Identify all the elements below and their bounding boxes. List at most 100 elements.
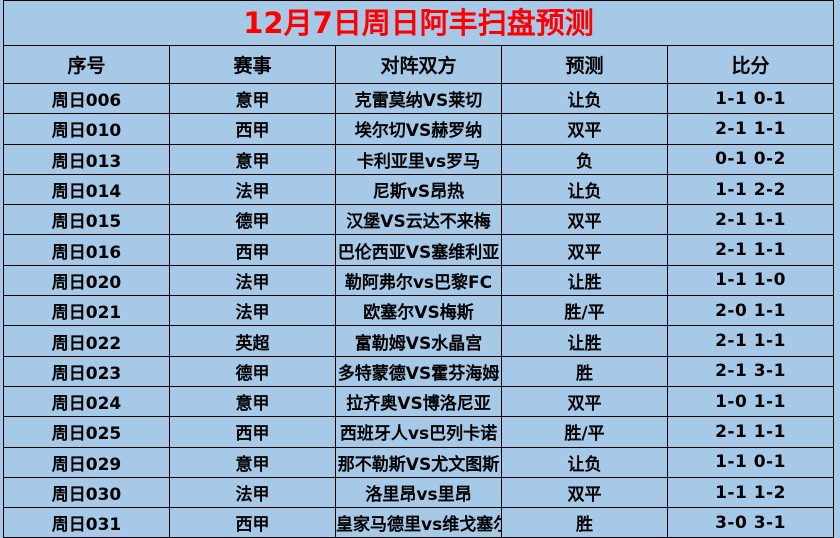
cell-league[interactable]: 意甲 — [169, 446, 336, 478]
cell-league[interactable]: 德甲 — [169, 204, 336, 236]
cell-score[interactable]: 2-1 1-1 — [667, 416, 834, 448]
cell-league[interactable]: 法甲 — [169, 295, 336, 327]
column-header-score[interactable]: 比分 — [667, 45, 834, 84]
cell-match[interactable]: 那不勒斯VS尤文图斯 — [335, 446, 502, 478]
table-row[interactable]: 周日010 西甲 埃尔切VS赫罗纳 双平 2-1 1-1 — [3, 113, 834, 145]
cell-match[interactable]: 富勒姆VS水晶宫 — [335, 325, 502, 357]
column-header-id[interactable]: 序号 — [3, 45, 170, 84]
page-title: 12月7日周日阿丰扫盘预测 — [243, 6, 594, 40]
cell-id[interactable]: 周日023 — [3, 355, 170, 387]
cell-prediction[interactable]: 让负 — [501, 446, 668, 478]
column-header-match[interactable]: 对阵双方 — [335, 45, 502, 84]
cell-league[interactable]: 西甲 — [169, 234, 336, 266]
cell-score[interactable]: 2-1 1-1 — [667, 234, 834, 266]
cell-prediction[interactable]: 让胜 — [501, 264, 668, 297]
cell-id[interactable]: 周日015 — [3, 204, 170, 236]
cell-score[interactable]: 2-1 1-1 — [667, 204, 834, 236]
table-row[interactable]: 周日031西甲皇家马德里vs维戈塞尔塔胜3-0 3-1 — [3, 507, 834, 538]
cell-score[interactable]: 2-1 1-1 — [667, 113, 834, 145]
cell-id[interactable]: 周日021 — [3, 295, 170, 327]
cell-league[interactable]: 法甲 — [169, 476, 336, 509]
table-row[interactable]: 周日021 法甲 欧塞尔VS梅斯 胜/平 2-0 1-1 — [3, 295, 834, 327]
cell-score[interactable]: 1-1 1-0 — [667, 264, 834, 297]
cell-prediction[interactable]: 让负 — [501, 173, 668, 206]
cell-score[interactable]: 2-1 3-1 — [667, 355, 834, 387]
cell-league[interactable]: 德甲 — [169, 355, 336, 387]
table-row[interactable]: 周日014 法甲 尼斯vS昂热 让负 1-1 2-2 — [3, 173, 834, 206]
cell-prediction[interactable]: 双平 — [501, 385, 668, 418]
cell-id[interactable]: 周日024 — [3, 385, 170, 418]
cell-id[interactable]: 周日030 — [3, 476, 170, 509]
table-row[interactable]: 周日030 法甲 洛里昂vs里昂 双平 1-1 1-2 — [3, 476, 834, 509]
cell-match[interactable]: 汉堡VS云达不来梅 — [335, 204, 502, 236]
table-row[interactable]: 周日025 西甲 西班牙人vs巴列卡诺 胜/平 2-1 1-1 — [3, 416, 834, 448]
column-header-league[interactable]: 赛事 — [169, 45, 336, 84]
cell-match[interactable]: 埃尔切VS赫罗纳 — [335, 113, 502, 145]
cell-prediction[interactable]: 双平 — [501, 113, 668, 145]
cell-prediction[interactable]: 双平 — [501, 234, 668, 266]
cell-id[interactable]: 周日020 — [3, 264, 170, 297]
cell-id[interactable]: 周日025 — [3, 416, 170, 448]
cell-prediction[interactable]: 胜/平 — [501, 295, 668, 327]
table-row[interactable]: 周日020 法甲 勒阿弗尔vs巴黎FC 让胜 1-1 1-0 — [3, 264, 834, 297]
cell-id[interactable]: 周日010 — [3, 113, 170, 145]
table-row[interactable]: 周日022 英超 富勒姆VS水晶宫 让胜 2-1 1-1 — [3, 325, 834, 357]
table-row[interactable]: 周日013 意甲 卡利亚里vs罗马负 0-1 0-2 — [3, 143, 834, 175]
cell-league[interactable]: 法甲 — [169, 173, 336, 206]
cell-league[interactable]: 西甲 — [169, 416, 336, 448]
cell-league[interactable]: 西甲 — [169, 507, 336, 538]
table-row[interactable]: 周日015 德甲 汉堡VS云达不来梅 双平 2-1 1-1 — [3, 204, 834, 236]
cell-league[interactable]: 法甲 — [169, 264, 336, 297]
title-cell: 12月7日周日阿丰扫盘预测 — [3, 0, 834, 46]
cell-id[interactable]: 周日031 — [3, 507, 170, 538]
cell-league[interactable]: 意甲 — [169, 82, 336, 115]
cell-match[interactable]: 勒阿弗尔vs巴黎FC — [335, 264, 502, 297]
cell-match[interactable]: 西班牙人vs巴列卡诺 — [335, 416, 502, 448]
table-row[interactable]: 周日023 德甲 多特蒙德VS霍芬海姆胜 2-1 3-1 — [3, 355, 834, 387]
cell-match[interactable]: 多特蒙德VS霍芬海姆 — [335, 355, 502, 387]
cell-league[interactable]: 英超 — [169, 325, 336, 357]
column-header-prediction[interactable]: 预测 — [501, 45, 668, 84]
cell-prediction[interactable]: 双平 — [501, 204, 668, 236]
cell-match[interactable]: 洛里昂vs里昂 — [335, 476, 502, 509]
table-row[interactable]: 周日029 意甲 那不勒斯VS尤文图斯 让负 1-1 0-1 — [3, 446, 834, 478]
cell-prediction[interactable]: 胜 — [501, 507, 668, 538]
cell-match[interactable]: 欧塞尔VS梅斯 — [335, 295, 502, 327]
cell-score[interactable]: 3-0 3-1 — [667, 507, 834, 538]
cell-prediction[interactable]: 负 — [501, 143, 668, 175]
cell-id[interactable]: 周日014 — [3, 173, 170, 206]
table-row[interactable]: 周日006 意甲 克雷莫纳VS莱切 让负 1-1 0-1 — [3, 82, 834, 115]
cell-id[interactable]: 周日016 — [3, 234, 170, 266]
cell-id[interactable]: 周日013 — [3, 143, 170, 175]
cell-match[interactable]: 皇家马德里vs维戈塞尔塔 — [335, 507, 502, 538]
cell-id[interactable]: 周日006 — [3, 82, 170, 115]
cell-match[interactable]: 卡利亚里vs罗马 — [335, 143, 502, 175]
cell-score[interactable]: 1-1 1-2 — [667, 476, 834, 509]
cell-prediction[interactable]: 让负 — [501, 82, 668, 115]
cell-score[interactable]: 1-1 0-1 — [667, 446, 834, 478]
cell-match[interactable]: 巴伦西亚VS塞维利亚 — [335, 234, 502, 266]
cell-id[interactable]: 周日022 — [3, 325, 170, 357]
cell-league[interactable]: 西甲 — [169, 113, 336, 145]
table-body: 12月7日周日阿丰扫盘预测 序号 赛事 对阵双方 预测 比分 周日006 意甲 克雷… — [3, 0, 834, 538]
cell-match[interactable]: 尼斯vS昂热 — [335, 173, 502, 206]
cell-score[interactable]: 2-0 1-1 — [667, 295, 834, 327]
cell-match[interactable]: 克雷莫纳VS莱切 — [335, 82, 502, 115]
table-row[interactable]: 周日024 意甲 拉齐奥VS博洛尼亚 双平 1-0 1-1 — [3, 385, 834, 418]
cell-prediction[interactable]: 双平 — [501, 476, 668, 509]
cell-league[interactable]: 意甲 — [169, 385, 336, 418]
cell-match[interactable]: 拉齐奥VS博洛尼亚 — [335, 385, 502, 418]
cell-prediction[interactable]: 胜 — [501, 355, 668, 387]
cell-prediction[interactable]: 胜/平 — [501, 416, 668, 448]
cell-score[interactable]: 2-1 1-1 — [667, 325, 834, 357]
cell-score[interactable]: 1-1 2-2 — [667, 173, 834, 206]
cell-score[interactable]: 1-1 0-1 — [667, 82, 834, 115]
table-row[interactable]: 周日016 西甲 巴伦西亚VS塞维利亚 双平 2-1 1-1 — [3, 234, 834, 266]
predictions-table: 12月7日周日阿丰扫盘预测 序号 赛事 对阵双方 预测 比分 周日006 意甲 克雷… — [3, 0, 834, 538]
cell-league[interactable]: 意甲 — [169, 143, 336, 175]
cell-score[interactable]: 0-1 0-2 — [667, 143, 834, 175]
cell-prediction[interactable]: 让胜 — [501, 325, 668, 357]
cell-score[interactable]: 1-0 1-1 — [667, 385, 834, 418]
cell-id[interactable]: 周日029 — [3, 446, 170, 478]
